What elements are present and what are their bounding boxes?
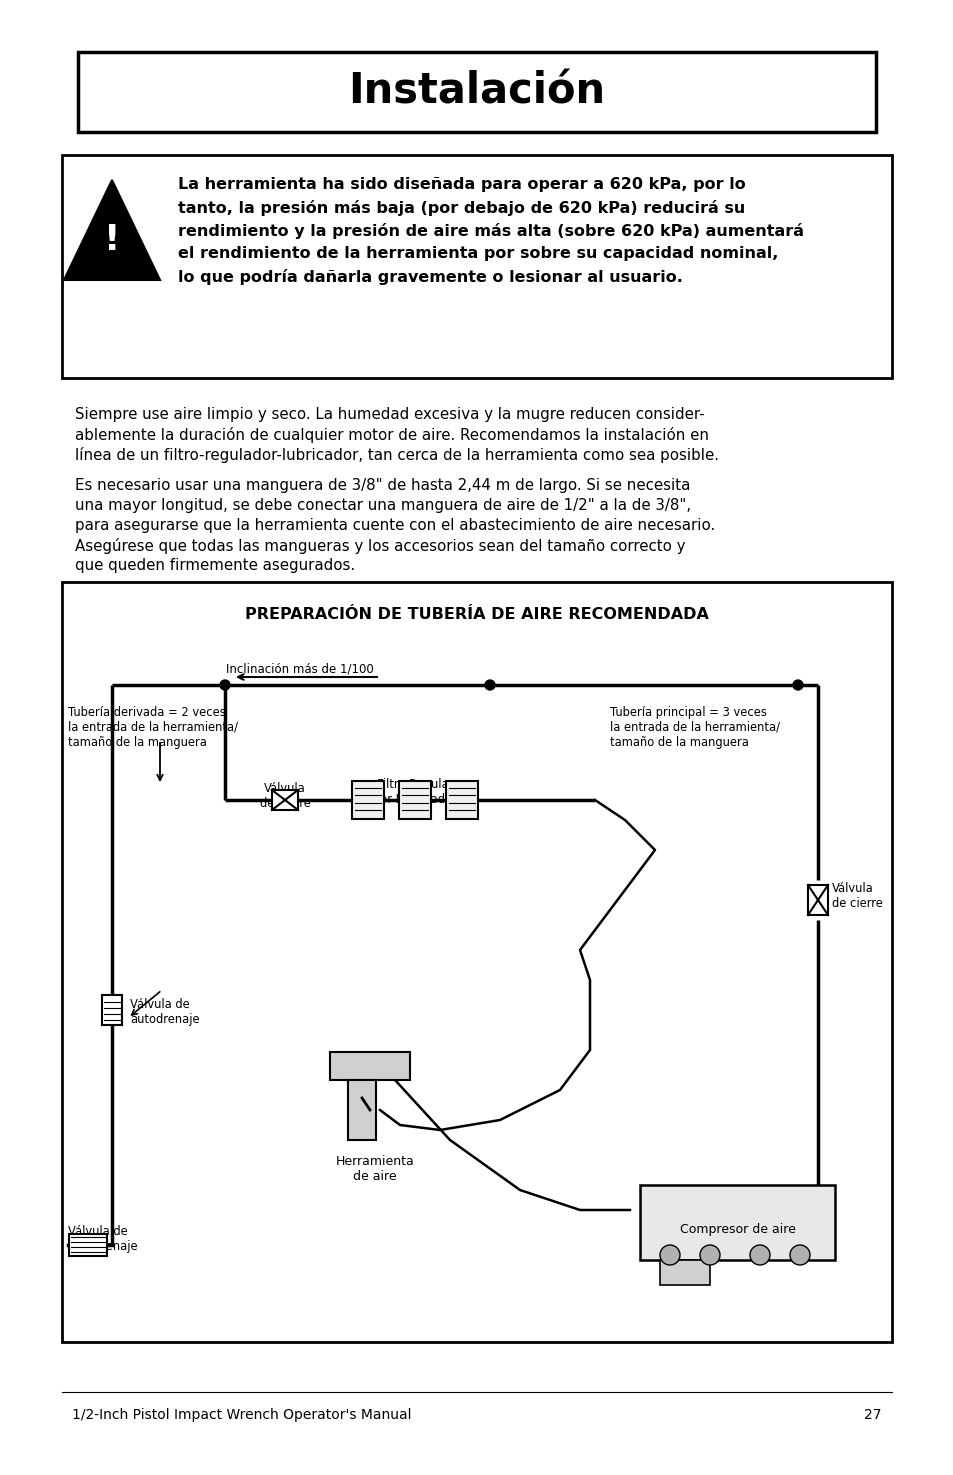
Bar [330,1052,410,1080]
Bar [272,791,297,810]
Bar [446,780,477,819]
Text: 27: 27 [863,1409,882,1422]
Text: Instalación: Instalación [348,71,605,114]
Text: una mayor longitud, se debe conectar una manguera de aire de 1/2" a la de 3/8",: una mayor longitud, se debe conectar una… [75,499,690,513]
Text: Válvula de
autodrenaje: Válvula de autodrenaje [130,999,199,1027]
Bar [69,1235,107,1257]
Circle shape [700,1245,720,1266]
Circle shape [659,1245,679,1266]
Circle shape [220,680,230,690]
Text: Tubería principal = 3 veces
la entrada de la herramienta/
tamaño de la manguera: Tubería principal = 3 veces la entrada d… [609,707,780,749]
Text: Válvula de
autodrenaje: Válvula de autodrenaje [68,1226,137,1252]
Text: Válvula
de cierre: Válvula de cierre [831,882,882,910]
Circle shape [749,1245,769,1266]
Bar [348,1080,375,1140]
Text: que queden firmemente asegurados.: que queden firmemente asegurados. [75,558,355,572]
Text: Es necesario usar una manguera de 3/8" de hasta 2,44 m de largo. Si se necesita: Es necesario usar una manguera de 3/8" d… [75,478,690,493]
Circle shape [792,680,802,690]
Bar [62,583,891,1342]
Text: tanto, la presión más baja (por debajo de 620 kPa) reducirá su: tanto, la presión más baja (por debajo d… [178,201,744,215]
Bar [639,1184,834,1260]
Bar [352,780,384,819]
Text: para asegurarse que la herramienta cuente con el abastecimiento de aire necesari: para asegurarse que la herramienta cuent… [75,518,715,532]
Text: PREPARACIÓN DE TUBERÍA DE AIRE RECOMENDADA: PREPARACIÓN DE TUBERÍA DE AIRE RECOMENDA… [245,608,708,622]
Text: Compresor de aire: Compresor de aire [679,1223,795,1236]
Text: Asegúrese que todas las mangueras y los accesorios sean del tamaño correcto y: Asegúrese que todas las mangueras y los … [75,538,685,555]
Bar [659,1260,709,1285]
Text: Filtro Regula-
dor Lubricador: Filtro Regula- dor Lubricador [373,777,456,805]
Bar [398,780,431,819]
Text: Herramienta
de aire: Herramienta de aire [335,1155,414,1183]
Text: ablemente la duración de cualquier motor de aire. Recomendamos la instalación en: ablemente la duración de cualquier motor… [75,426,708,442]
Text: Siempre use aire limpio y seco. La humedad excesiva y la mugre reducen consider-: Siempre use aire limpio y seco. La humed… [75,407,704,422]
Bar [62,155,891,378]
Text: La herramienta ha sido diseñada para operar a 620 kPa, por lo: La herramienta ha sido diseñada para ope… [178,177,745,192]
Text: Válvula
de cierre: Válvula de cierre [259,782,310,810]
Polygon shape [64,180,160,280]
Text: el rendimiento de la herramienta por sobre su capacidad nominal,: el rendimiento de la herramienta por sob… [178,246,778,261]
Text: línea de un filtro-regulador-lubricador, tan cerca de la herramienta como sea po: línea de un filtro-regulador-lubricador,… [75,447,719,463]
Bar [78,52,875,131]
Circle shape [789,1245,809,1266]
Bar [102,996,122,1025]
Text: 1/2-Inch Pistol Impact Wrench Operator's Manual: 1/2-Inch Pistol Impact Wrench Operator's… [71,1409,411,1422]
Circle shape [484,680,495,690]
Text: Tubería derivada = 2 veces
la entrada de la herramienta/
tamaño de la manguera: Tubería derivada = 2 veces la entrada de… [68,707,237,749]
Text: lo que podría dañarla gravemente o lesionar al usuario.: lo que podría dañarla gravemente o lesio… [178,268,682,285]
Text: rendimiento y la presión de aire más alta (sobre 620 kPa) aumentará: rendimiento y la presión de aire más alt… [178,223,803,239]
Text: Inclinación más de 1/100: Inclinación más de 1/100 [226,662,374,676]
Bar [807,885,827,914]
Text: !: ! [104,223,120,257]
